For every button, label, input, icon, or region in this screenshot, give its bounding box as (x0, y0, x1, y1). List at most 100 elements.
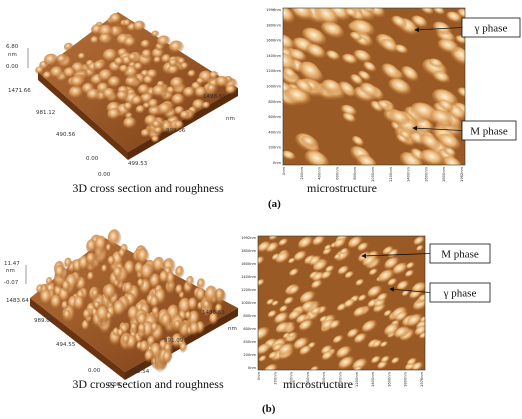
figure: 6.80nm0.001471.66981.12490.560.000.00499… (0, 0, 522, 419)
surface-bump (108, 256, 116, 267)
surface-bump (119, 249, 126, 259)
surface-bump (141, 263, 155, 282)
surface-bump (185, 311, 192, 320)
surface-bump (152, 85, 167, 98)
surface-bump (162, 351, 172, 365)
micrograph (267, 0, 475, 177)
surface-bump (99, 33, 112, 45)
surface-bump (170, 77, 185, 90)
y-tick-label: 1483.64 (6, 298, 29, 304)
surface-bump (141, 40, 151, 49)
panel-label: (b) (262, 403, 276, 415)
micro-y-tick: 400nm (268, 130, 281, 134)
surface-bump (151, 30, 159, 37)
micro-x-tick: 200nm (300, 167, 304, 180)
y-tick-label: 989.09 (34, 318, 54, 324)
micro-x-tick: 1800nm (404, 372, 408, 387)
surface-bump (181, 62, 189, 70)
surface-bump (150, 296, 160, 310)
micro-y-tick: 1200nm (266, 69, 281, 73)
y-tick-label: 0.00 (88, 368, 101, 374)
surface-bump (180, 111, 191, 120)
surface-bump (159, 271, 169, 285)
y-tick-label: 0.00 (86, 156, 99, 162)
surface-bump (188, 297, 198, 312)
caption: 3D cross section and roughness (72, 377, 224, 391)
micro-y-tick: 200nm (243, 353, 256, 357)
z-label: 0.00 (6, 64, 19, 70)
surface-bump (101, 265, 107, 274)
surface-bump (107, 108, 121, 121)
surface-bump (57, 55, 68, 64)
surface-bump (226, 85, 237, 95)
surface-bump (123, 117, 137, 130)
surface-bump (94, 301, 101, 310)
surface-bump (209, 71, 219, 80)
surface-bump (87, 272, 94, 282)
z-label: -0.07 (4, 280, 19, 286)
micro-y-tick: 1800nm (266, 23, 281, 27)
surface-bump (158, 103, 173, 116)
annotation-label: γ phase (474, 23, 508, 35)
surface-bump (64, 258, 72, 269)
micro-y-tick: 1992nm (241, 236, 256, 240)
surface-bump (207, 84, 217, 93)
surface-bump (63, 310, 71, 321)
micro-y-tick: 1996nm (266, 8, 281, 12)
surface-bump (151, 136, 159, 144)
y-tick-label: 1471.66 (8, 88, 31, 94)
surface-bump (93, 61, 105, 72)
surface-bump (63, 67, 76, 79)
micro-y-tick: 1600nm (241, 262, 256, 266)
z-unit: nm (6, 268, 15, 274)
afm-surface (30, 229, 238, 380)
z-label: 11.47 (4, 261, 20, 267)
micro-y-tick: 1400nm (266, 54, 281, 58)
micro-x-tick: 1600nm (387, 372, 391, 387)
surface-bump (44, 54, 59, 67)
y-tick-label: 490.56 (56, 132, 76, 138)
surface-bump (124, 37, 137, 49)
surface-bump (46, 277, 53, 286)
surface-bump (74, 296, 86, 312)
surface-bump (78, 53, 86, 60)
surface-bump (90, 36, 99, 44)
surface-bump (148, 99, 159, 109)
surface-bump (116, 91, 128, 102)
micro-y-tick: 1400nm (241, 275, 256, 279)
surface-bump (141, 49, 152, 59)
surface-bump (95, 236, 108, 254)
micro-y-tick: 600nm (268, 115, 281, 119)
surface-bump (119, 65, 129, 74)
micro-x-tick: 1200nm (355, 372, 359, 387)
x-tick-label: 991.09 (164, 338, 184, 344)
micro-y-tick: 400nm (243, 340, 256, 344)
surface-bump (143, 75, 154, 85)
surface-bump (171, 94, 185, 107)
surface-bump (124, 282, 133, 295)
micro-x-tick: 0nm (282, 167, 286, 176)
surface-bump (106, 312, 112, 320)
surface-bump (196, 78, 205, 86)
surface-bump (175, 266, 184, 279)
x-tick-label: 499.53 (128, 161, 148, 167)
surface-bump (130, 322, 137, 332)
surface-bump (104, 284, 116, 301)
caption: microstructure (307, 181, 377, 195)
surface-bump (35, 66, 45, 75)
surface-bump (205, 286, 218, 305)
surface-bump (92, 289, 99, 299)
micro-x-tick: 0nm (257, 372, 261, 381)
z-unit: nm (8, 52, 17, 58)
surface-bump (152, 120, 162, 129)
annotation-label: M phase (441, 249, 479, 261)
surface-bump (86, 89, 100, 102)
micro-x-tick: 1000nm (371, 167, 375, 182)
micro-y-tick: 200nm (268, 146, 281, 150)
caption: microstructure (283, 377, 353, 391)
micro-x-tick: 1400nm (371, 372, 375, 387)
surface-bump (138, 323, 146, 335)
x-unit: nm (226, 116, 235, 122)
micro-x-tick: 800nm (353, 167, 357, 180)
micro-x-tick: 1800nm (442, 167, 446, 182)
